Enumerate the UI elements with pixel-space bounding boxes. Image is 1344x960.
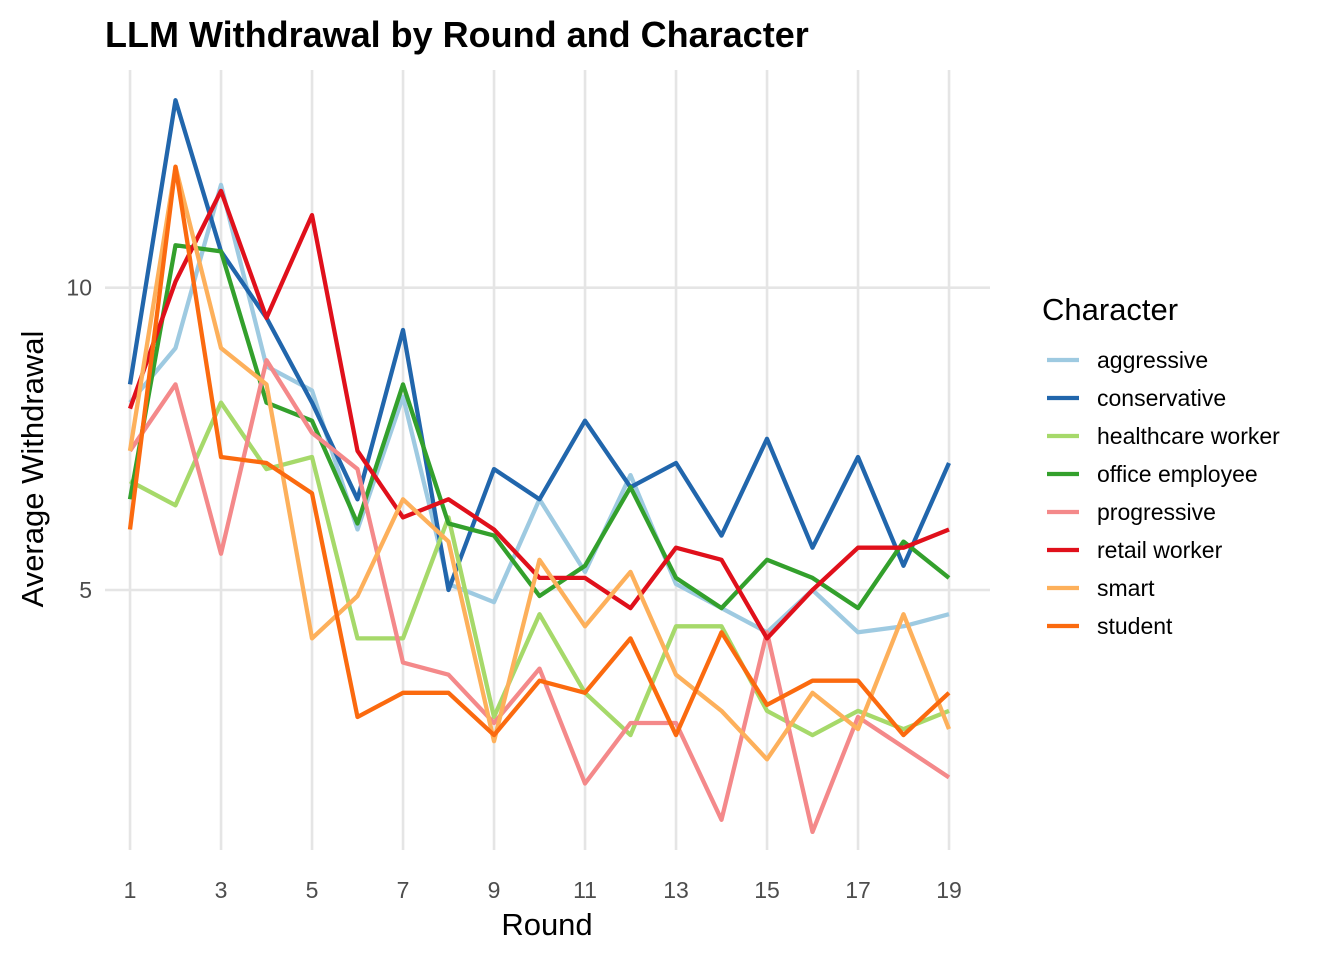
x-tick-label: 7: [397, 877, 410, 903]
legend-label: office employee: [1097, 461, 1258, 487]
y-axis-title: Average Withdrawal: [15, 331, 50, 608]
y-tick-label: 10: [66, 275, 92, 301]
legend-label: healthcare worker: [1097, 423, 1280, 449]
x-tick-labels: 1 3 5 7 9 11 13 15 17 19: [124, 877, 962, 903]
series-line-healthcare-worker: [128, 400, 950, 738]
series-line-conservative: [127, 98, 951, 593]
y-tick-labels: 5 10: [66, 275, 92, 603]
series-line-smart: [127, 164, 951, 762]
x-tick-label: 19: [936, 877, 962, 903]
chart-title: LLM Withdrawal by Round and Character: [105, 14, 809, 55]
legend-label: smart: [1097, 575, 1155, 601]
x-tick-label: 17: [845, 877, 871, 903]
legend-label: progressive: [1097, 499, 1216, 525]
legend-label: aggressive: [1097, 347, 1208, 373]
legend: Character aggressive conservative healthca…: [1042, 292, 1280, 639]
series-line-student: [127, 164, 951, 738]
x-tick-label: 13: [663, 877, 689, 903]
legend-title: Character: [1042, 292, 1178, 327]
legend-label: conservative: [1097, 385, 1226, 411]
x-tick-label: 9: [488, 877, 501, 903]
y-tick-label: 5: [79, 577, 92, 603]
legend-label: retail worker: [1097, 537, 1223, 563]
legend-label: student: [1097, 613, 1173, 639]
x-tick-label: 5: [306, 877, 319, 903]
x-axis-title: Round: [501, 907, 592, 942]
series-line-office-employee: [127, 243, 951, 611]
x-tick-label: 15: [754, 877, 780, 903]
x-tick-label: 3: [215, 877, 228, 903]
series-lines: [127, 98, 951, 835]
legend-items: aggressive conservative healthcare worker o…: [1047, 347, 1280, 639]
series-line-progressive: [128, 358, 951, 835]
x-tick-label: 11: [573, 877, 597, 903]
series-line-retail-worker: [127, 188, 950, 641]
x-tick-label: 1: [124, 877, 137, 903]
